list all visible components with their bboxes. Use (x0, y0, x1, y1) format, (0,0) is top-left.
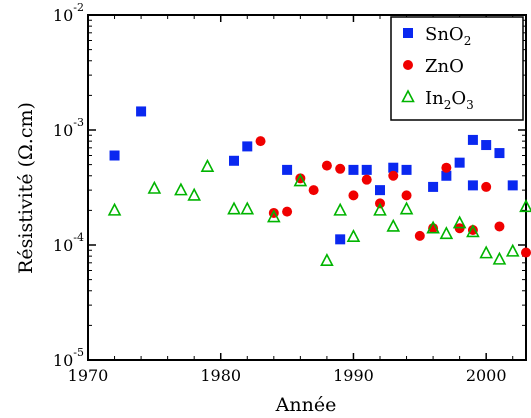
data-point-in2o3 (107, 202, 122, 216)
y-axis-ticks: 10-5 10-4 10-3 10-2 (53, 1, 526, 370)
legend: SnO2 ZnO In2O3 (390, 16, 524, 121)
data-point-sno2 (335, 234, 346, 245)
data-point-in2o3 (320, 252, 334, 267)
data-point-sno2 (467, 180, 478, 191)
legend-label-sno2: SnO2 (425, 24, 471, 48)
data-point-zno (467, 225, 478, 236)
x-axis-ticks: 1970 1980 1990 2000 (68, 15, 514, 385)
y-tick-label: 10-4 (53, 231, 84, 255)
data-point-zno (361, 174, 372, 185)
data-point-in2o3 (240, 201, 255, 215)
data-point-zno (321, 160, 332, 171)
y-tick-label: 10-2 (53, 1, 84, 25)
plot-area-frame (87, 14, 527, 361)
data-point-in2o3 (187, 187, 202, 201)
data-point-in2o3 (200, 158, 215, 172)
data-point-in2o3 (492, 251, 507, 265)
data-point-zno (414, 230, 425, 241)
series-in2o3-points (107, 158, 531, 267)
data-point-zno (282, 206, 293, 217)
data-point-zno (481, 181, 492, 192)
data-point-sno2 (388, 162, 399, 173)
data-point-sno2 (441, 170, 452, 181)
data-point-in2o3 (346, 229, 361, 243)
legend-marker-zno (403, 60, 413, 70)
legend-label-in2o3: In2O3 (425, 88, 474, 112)
series-sno2-points (109, 106, 518, 245)
data-point-sno2 (348, 164, 359, 175)
data-point-sno2 (109, 150, 120, 161)
data-point-in2o3 (479, 245, 494, 259)
data-point-zno (255, 136, 266, 147)
data-point-in2o3 (519, 199, 531, 213)
data-point-sno2 (494, 148, 505, 159)
x-axis-title: Année (275, 394, 337, 416)
data-point-sno2 (428, 181, 439, 192)
data-point-sno2 (481, 140, 492, 151)
data-point-in2o3 (386, 218, 401, 232)
data-point-in2o3 (452, 215, 467, 229)
data-point-zno (494, 221, 505, 232)
data-point-sno2 (507, 180, 518, 191)
data-point-in2o3 (266, 209, 281, 223)
data-point-zno (521, 247, 531, 258)
data-point-sno2 (454, 157, 465, 168)
data-point-in2o3 (399, 201, 414, 215)
data-point-in2o3 (439, 226, 454, 240)
data-point-in2o3 (466, 224, 480, 238)
data-point-zno (335, 163, 346, 174)
y-tick-label: 10-5 (53, 346, 84, 370)
data-point-zno (441, 162, 452, 173)
data-point-sno2 (242, 141, 253, 152)
y-axis-title: Résistivité (Ω.cm) (15, 102, 37, 274)
data-point-sno2 (136, 106, 147, 117)
data-point-in2o3 (426, 220, 440, 234)
data-point-sno2 (375, 185, 385, 196)
data-point-sno2 (229, 155, 239, 166)
data-point-in2o3 (293, 173, 308, 187)
data-point-in2o3 (333, 202, 348, 216)
data-point-sno2 (401, 164, 412, 175)
series-zno-points (255, 136, 531, 258)
data-point-zno (348, 190, 359, 201)
data-point-sno2 (361, 164, 372, 175)
legend-marker-sno2 (403, 28, 413, 38)
x-tick-label: 1970 (68, 366, 109, 385)
x-tick-label: 2000 (466, 366, 507, 385)
data-point-in2o3 (505, 243, 520, 257)
data-point-in2o3 (147, 180, 162, 194)
legend-marker-in2o3 (401, 89, 415, 103)
data-point-zno (308, 185, 319, 196)
x-tick-label: 1980 (200, 366, 241, 385)
data-point-zno (401, 190, 412, 201)
data-point-in2o3 (227, 201, 241, 215)
data-points (107, 106, 531, 267)
data-point-zno (388, 170, 399, 181)
data-point-in2o3 (373, 202, 387, 216)
x-tick-label: 1990 (333, 366, 374, 385)
y-tick-label: 10-3 (53, 116, 84, 140)
data-point-sno2 (467, 134, 478, 145)
data-point-in2o3 (174, 182, 188, 196)
data-point-sno2 (282, 164, 293, 175)
legend-label-zno: ZnO (425, 56, 464, 77)
